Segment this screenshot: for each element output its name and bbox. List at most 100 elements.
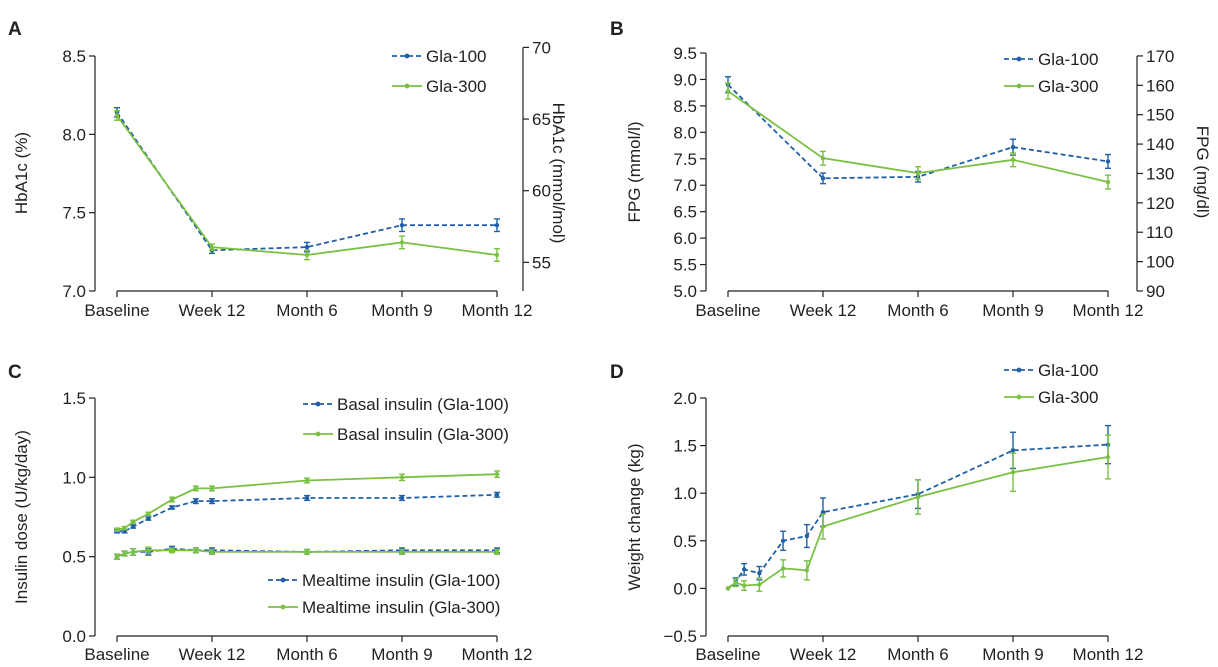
panel-d-series-line: [727, 456, 1109, 590]
panel-c-data-point: [146, 511, 151, 517]
panel-d-x-tick-label: Week 12: [790, 645, 857, 664]
panel-a-data-point: [399, 240, 405, 245]
panel-b-y-tick-label: 8.5: [673, 97, 697, 116]
panel-c-legend-label: Basal insulin (Gla-100): [337, 395, 509, 414]
panel-b-y2-tick-label: 140: [1146, 135, 1174, 154]
panel-c-x-tick-label: Month 12: [462, 645, 533, 664]
panel-c-label: C: [8, 362, 22, 383]
panel-c-data-point: [494, 492, 500, 497]
panel-c-data-point: [399, 495, 405, 501]
panel-b-y-tick-label: 7.0: [673, 176, 697, 195]
panel-b-x-tick-label: Month 6: [887, 301, 948, 320]
panel-c-data-point: [494, 549, 500, 555]
panel-d-data-point: [1010, 448, 1016, 453]
panel-a-y-tick-label: 7.5: [62, 204, 86, 223]
panel-c-data-point: [399, 549, 405, 555]
panel-a-y2-tick-label: 65: [532, 110, 551, 129]
panel-a-legend-marker: [404, 83, 410, 89]
panel-d-y-tick-label: −0.5: [663, 627, 697, 646]
panel-a-y2-tick-label: 60: [532, 182, 551, 201]
panel-d-legend-marker: [1016, 394, 1022, 400]
panel-c-data-point: [494, 471, 500, 477]
panel-b-data-point: [820, 176, 826, 181]
panel-c-data-point: [193, 548, 199, 553]
panel-b-y-tick-label: 6.0: [673, 229, 697, 248]
panel-d-y-tick-label: 0.0: [673, 579, 697, 598]
panel-c-legend-marker: [315, 401, 321, 407]
panel-a-data-point: [304, 244, 310, 250]
panel-c-data-point: [209, 549, 215, 555]
panel-c-legend-marker: [315, 431, 321, 437]
panel-b-y2-tick-label: 160: [1146, 76, 1174, 95]
panel-d-data-point: [733, 580, 738, 585]
panel-d-data-point: [1010, 470, 1016, 475]
panel-c-data-point: [114, 527, 120, 532]
panel-c-y-label: Insulin dose (U/kg/day): [12, 430, 31, 604]
panel-a-x-tick-label: Month 9: [371, 301, 432, 320]
panel-d-data-point: [820, 510, 826, 515]
panel-c-y-tick-label: 1.0: [62, 468, 86, 487]
panel-c-data-point: [130, 549, 136, 555]
panel-b-x-tick-label: Baseline: [695, 301, 760, 320]
panel-d-y-tick-label: 1.0: [673, 484, 697, 503]
panel-c-legend-label: Basal insulin (Gla-300): [337, 425, 509, 444]
panel-b-data-point: [1010, 144, 1016, 150]
panel-b-y-tick-label: 7.5: [673, 150, 697, 169]
panel-d-x-tick-label: Month 9: [982, 645, 1043, 664]
panel-c-x-tick-label: Week 12: [179, 645, 246, 664]
panel-b-y2-tick-label: 90: [1146, 282, 1165, 301]
panel-b-y-tick-label: 5.0: [673, 282, 697, 301]
panel-a-y-tick-label: 8.0: [62, 125, 86, 144]
panel-a-label: A: [8, 19, 22, 40]
panel-c-data-point: [193, 498, 199, 504]
panel-c-data-point: [399, 475, 405, 480]
panel-b-y2-tick-label: 110: [1146, 223, 1173, 242]
panel-c-data-point: [209, 486, 215, 491]
panel-b-legend-label: Gla-100: [1038, 50, 1098, 69]
panel-b-data-point: [1105, 159, 1111, 164]
panel-a-series-line: [116, 114, 498, 256]
panel-a-x-tick-label: Month 12: [462, 301, 533, 320]
panel-a-x-tick-label: Week 12: [179, 301, 246, 320]
panel-a-data-point: [209, 244, 215, 250]
panel-c-data-point: [304, 549, 310, 555]
panel-a-y-tick-label: 8.5: [62, 47, 86, 66]
panel-a-legend-label: Gla-100: [426, 47, 486, 66]
panel-a-legend-marker: [404, 53, 410, 59]
panel-a-data-point: [494, 252, 500, 258]
panel-c-data-point: [169, 505, 175, 510]
panel-d-y-tick-label: 0.5: [673, 532, 697, 551]
panel-a-legend-label: Gla-300: [426, 77, 486, 96]
panel-d-data-point: [741, 567, 747, 572]
panel-d-legend-label: Gla-100: [1038, 361, 1098, 380]
panel-c-data-point: [130, 519, 136, 524]
panel-c-y-tick-label: 1.5: [62, 389, 86, 408]
panel-b-y2-label: FPG (mg/dl): [1193, 126, 1212, 219]
panel-d-y-tick-label: 1.5: [673, 437, 697, 456]
panel-c-data-point: [122, 525, 127, 531]
panel-d-label: D: [610, 362, 624, 383]
panel-d-data-point: [741, 583, 747, 588]
panel-b-y-tick-label: 6.5: [673, 203, 697, 222]
panel-d-data-point: [757, 582, 762, 587]
panel-a-data-point: [494, 223, 500, 228]
panel-a-data-point: [114, 113, 120, 118]
panel-a-y2-tick-label: 55: [532, 253, 551, 272]
panel-c-data-point: [169, 497, 175, 502]
panel-c-x-tick-label: Month 6: [276, 645, 337, 664]
panel-d-x-tick-label: Baseline: [695, 645, 760, 664]
panel-a-x-tick-label: Month 6: [276, 301, 337, 320]
panel-b-legend-marker: [1016, 83, 1022, 89]
panel-a-x-tick-label: Baseline: [84, 301, 149, 320]
panel-b-legend-marker: [1016, 56, 1022, 62]
panel-b-data-point: [820, 156, 826, 161]
panel-d-y-tick-label: 2.0: [673, 389, 697, 408]
panel-b-y-tick-label: 5.5: [673, 256, 697, 275]
panel-b-legend-label: Gla-300: [1038, 77, 1098, 96]
panel-c-series-line: [116, 549, 497, 558]
panel-c-data-point: [122, 551, 127, 556]
panel-c-data-point: [146, 548, 151, 553]
panel-c-legend-label: Mealtime insulin (Gla-300): [302, 598, 500, 617]
panel-c-data-point: [114, 554, 120, 559]
